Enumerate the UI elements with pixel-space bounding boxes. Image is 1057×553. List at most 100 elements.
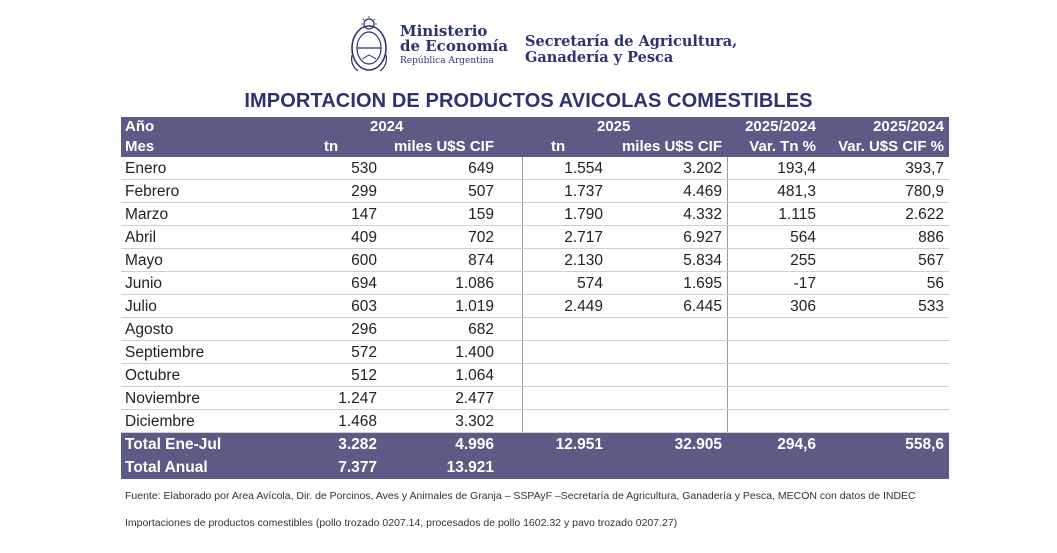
header-var-usd-years: 2025/2024 xyxy=(873,118,944,135)
total-anual-row: Total Anual 7.377 13.921 xyxy=(121,456,949,479)
cell-var-usd: 780,9 xyxy=(905,183,944,200)
cell-tn-2025: 2.130 xyxy=(564,252,603,269)
products-footnote: Importaciones de productos comestibles (… xyxy=(125,517,678,529)
cell-month: Mayo xyxy=(125,252,163,269)
table-body: Enero 530 649 1.554 3.202 193,4 393,7 Febrero 29… xyxy=(121,157,949,433)
cell-month: Junio xyxy=(125,275,163,292)
cell-tn-2025: 1.790 xyxy=(564,206,603,223)
total-ene-jul-row: Total Ene-Jul 3.282 4.996 12.951 32.905 … xyxy=(121,433,949,456)
table-row: Enero 530 649 1.554 3.202 193,4 393,7 xyxy=(121,157,949,180)
cell-tn-2024: 572 xyxy=(351,344,377,361)
table-row: Diciembre 1.468 3.302 xyxy=(121,410,949,433)
cell-month: Julio xyxy=(125,298,157,315)
table-row: Septiembre 572 1.400 xyxy=(121,341,949,364)
table-row: Mayo 600 874 2.130 5.834 255 567 xyxy=(121,249,949,272)
cell-usd-2025: 6.927 xyxy=(683,229,722,246)
header-mes-label: Mes xyxy=(125,138,155,155)
cell-month: Diciembre xyxy=(125,413,195,430)
cell-var-tn: 1.115 xyxy=(778,206,816,223)
cell-usd-2024: 159 xyxy=(468,206,494,223)
table-row: Julio 603 1.019 2.449 6.445 306 533 xyxy=(121,295,949,318)
cell-usd-2024: 1.086 xyxy=(455,275,494,292)
table-row: Noviembre 1.247 2.477 xyxy=(121,387,949,410)
cell-var-usd: 56 xyxy=(926,275,944,292)
cell-usd-2025: 1.695 xyxy=(683,275,722,292)
cell-usd-2024: 874 xyxy=(468,252,494,269)
cell-tn-2024: 603 xyxy=(351,298,377,315)
cell-usd-2024: 649 xyxy=(468,160,494,177)
cell-month: Noviembre xyxy=(125,390,200,407)
total-anual-label: Total Anual xyxy=(125,459,208,476)
cell-var-usd: 393,7 xyxy=(905,160,944,177)
cell-var-tn: 306 xyxy=(790,298,816,315)
total-ene-jul-usd25: 32.905 xyxy=(674,436,722,453)
cell-tn-2024: 409 xyxy=(351,229,377,246)
cell-usd-2024: 682 xyxy=(468,321,494,338)
table-row: Octubre 512 1.064 xyxy=(121,364,949,387)
cell-usd-2025: 4.332 xyxy=(683,206,722,223)
ministry-name-line1: Ministerio xyxy=(400,21,488,40)
table-header-columns: Mes tn miles U$S CIF tn miles U$S CIF Va… xyxy=(121,137,949,157)
argentina-coat-of-arms-icon xyxy=(351,16,387,72)
header-logo: Ministerio de Economía República Argenti… xyxy=(348,12,508,78)
total-anual-usd24: 13.921 xyxy=(446,459,494,476)
cell-usd-2025: 6.445 xyxy=(683,298,722,315)
header-miles-2025: miles U$S CIF xyxy=(621,138,722,155)
total-ene-jul-label: Total Ene-Jul xyxy=(125,436,222,453)
header-year-label: Año xyxy=(125,118,155,135)
secretaria-line2: Ganadería y Pesca xyxy=(525,48,674,66)
total-ene-jul-vusd: 558,6 xyxy=(905,436,944,453)
cell-usd-2025: 5.834 xyxy=(683,252,722,269)
header-var-tn: Var. Tn % xyxy=(749,138,816,155)
header-var-tn-years: 2025/2024 xyxy=(745,118,816,135)
divider-var xyxy=(727,157,728,433)
total-anual-tn24: 7.377 xyxy=(338,459,377,476)
ministry-country: República Argentina xyxy=(400,56,494,67)
total-ene-jul-usd24: 4.996 xyxy=(455,436,494,453)
total-ene-jul-tn24: 3.282 xyxy=(338,436,377,453)
cell-tn-2025: 1.737 xyxy=(564,183,603,200)
cell-tn-2024: 1.247 xyxy=(338,390,377,407)
cell-usd-2024: 702 xyxy=(468,229,494,246)
cell-tn-2024: 147 xyxy=(351,206,377,223)
cell-var-tn: 255 xyxy=(790,252,816,269)
cell-tn-2024: 299 xyxy=(351,183,377,200)
cell-tn-2024: 512 xyxy=(351,367,377,384)
cell-var-usd: 886 xyxy=(918,229,944,246)
cell-tn-2024: 1.468 xyxy=(338,413,377,430)
header-miles-2024: miles U$S CIF xyxy=(393,138,494,155)
cell-usd-2024: 1.064 xyxy=(455,367,494,384)
cell-tn-2024: 296 xyxy=(351,321,377,338)
cell-var-usd: 2.622 xyxy=(905,206,944,223)
cell-month: Marzo xyxy=(125,206,169,223)
cell-month: Febrero xyxy=(125,183,180,200)
secretaria-line1: Secretaría de Agricultura, xyxy=(525,33,738,50)
cell-usd-2024: 2.477 xyxy=(455,390,494,407)
header-tn-2025: tn xyxy=(551,138,566,155)
cell-var-tn: 481,3 xyxy=(777,183,816,200)
header-var-usd: Var. U$S CIF % xyxy=(838,138,944,155)
table-row: Marzo 147 159 1.790 4.332 1.115 2.622 xyxy=(121,203,949,226)
cell-usd-2025: 3.202 xyxy=(683,160,722,177)
header-2025: 2025 xyxy=(597,118,631,135)
table-row: Agosto 296 682 xyxy=(121,318,949,341)
cell-var-tn: 193,4 xyxy=(777,160,816,177)
cell-tn-2025: 2.717 xyxy=(564,229,603,246)
source-footnote: Fuente: Elaborado por Area Avícola, Dir.… xyxy=(125,490,916,502)
cell-usd-2025: 4.469 xyxy=(683,183,722,200)
divider-2025 xyxy=(522,157,523,433)
header-2024: 2024 xyxy=(370,118,404,135)
cell-tn-2024: 530 xyxy=(351,160,377,177)
table-row: Junio 694 1.086 574 1.695 -17 56 xyxy=(121,272,949,295)
cell-month: Abril xyxy=(125,229,157,246)
table-header-year: Año 2024 2025 2025/2024 2025/2024 xyxy=(121,117,949,137)
secretaria-name: Secretaría de Agricultura, Ganadería y P… xyxy=(525,34,737,66)
cell-var-tn: 564 xyxy=(790,229,816,246)
cell-month: Septiembre xyxy=(125,344,205,361)
header-tn-2024: tn xyxy=(324,138,339,155)
table-row: Febrero 299 507 1.737 4.469 481,3 780,9 xyxy=(121,180,949,203)
cell-tn-2025: 1.554 xyxy=(564,160,603,177)
ministry-name-line2: de Economía xyxy=(400,37,509,56)
cell-tn-2024: 600 xyxy=(351,252,377,269)
cell-month: Enero xyxy=(125,160,167,177)
